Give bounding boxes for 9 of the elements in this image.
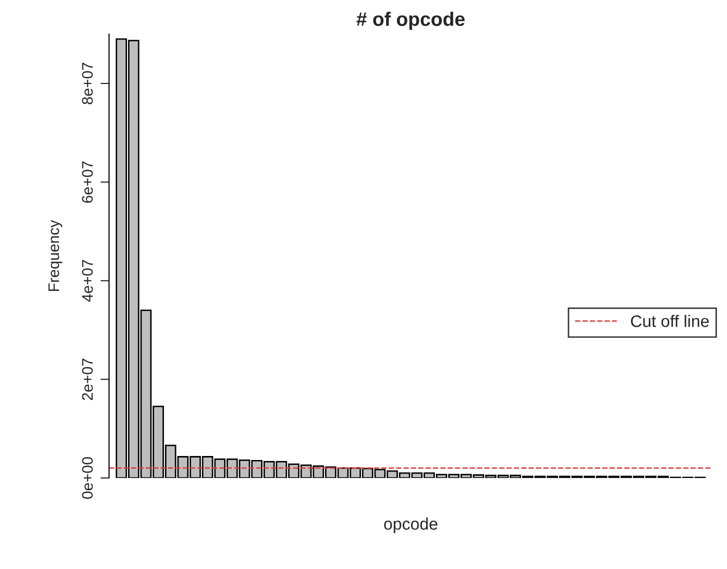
y-tick-label: 8e+07: [82, 62, 93, 104]
chart-title: # of opcode: [356, 12, 465, 30]
y-tick-label: 4e+07: [82, 260, 93, 302]
y-axis-title: Frequency: [48, 220, 62, 291]
y-tick-label: 6e+07: [82, 161, 93, 203]
legend-label: Cut off line: [631, 314, 709, 328]
y-tick-label: 2e+07: [82, 358, 93, 400]
y-tick-label: 0e+00: [82, 457, 93, 499]
x-axis-title: opcode: [384, 518, 438, 534]
